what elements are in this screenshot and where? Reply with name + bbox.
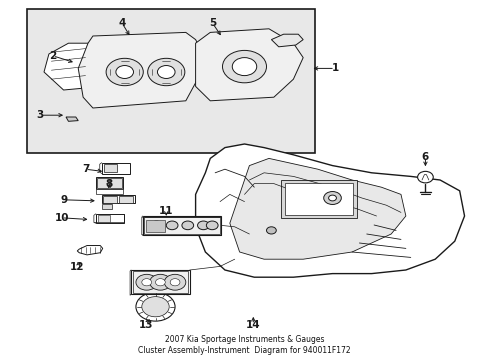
Text: 12: 12 xyxy=(70,262,84,272)
Circle shape xyxy=(136,292,175,321)
Bar xyxy=(131,270,189,294)
Circle shape xyxy=(182,221,193,230)
Circle shape xyxy=(206,221,218,230)
Polygon shape xyxy=(195,29,303,101)
Text: 4: 4 xyxy=(118,18,126,28)
Circle shape xyxy=(157,66,175,78)
Circle shape xyxy=(222,50,266,83)
Circle shape xyxy=(142,297,169,317)
Text: 7: 7 xyxy=(81,164,89,174)
Circle shape xyxy=(136,274,157,290)
Circle shape xyxy=(149,274,171,290)
Bar xyxy=(110,178,122,188)
Text: 13: 13 xyxy=(138,320,153,330)
Circle shape xyxy=(232,58,256,76)
Circle shape xyxy=(142,279,151,286)
Bar xyxy=(96,214,124,223)
Bar xyxy=(96,189,122,194)
Text: 1: 1 xyxy=(331,63,338,73)
Bar xyxy=(102,195,135,203)
Circle shape xyxy=(147,58,184,86)
Text: 2: 2 xyxy=(49,51,56,61)
Circle shape xyxy=(116,66,133,78)
Circle shape xyxy=(164,274,185,290)
Bar xyxy=(145,220,165,232)
Bar xyxy=(98,215,109,222)
Circle shape xyxy=(323,192,341,204)
Bar xyxy=(142,216,221,235)
Text: 14: 14 xyxy=(245,320,260,330)
Bar xyxy=(27,9,315,153)
Bar xyxy=(97,178,108,188)
Polygon shape xyxy=(44,43,107,90)
Circle shape xyxy=(266,227,276,234)
Bar xyxy=(96,177,122,189)
Text: 2007 Kia Sportage Instruments & Gauges
Cluster Assembly-Instrument  Diagram for : 2007 Kia Sportage Instruments & Gauges C… xyxy=(138,335,350,355)
Text: 10: 10 xyxy=(54,213,69,223)
Text: 3: 3 xyxy=(37,110,43,120)
Text: 11: 11 xyxy=(159,206,173,216)
Bar xyxy=(119,196,133,203)
Bar xyxy=(133,271,187,293)
Circle shape xyxy=(106,58,143,86)
Circle shape xyxy=(328,195,336,201)
Polygon shape xyxy=(78,32,205,108)
Polygon shape xyxy=(77,246,102,255)
Polygon shape xyxy=(195,144,464,277)
Circle shape xyxy=(417,171,432,183)
Bar xyxy=(103,164,117,172)
Text: 6: 6 xyxy=(421,152,428,162)
Polygon shape xyxy=(271,34,303,47)
Bar xyxy=(144,217,219,234)
Circle shape xyxy=(170,279,180,286)
Polygon shape xyxy=(66,117,78,121)
Polygon shape xyxy=(229,158,405,259)
Bar xyxy=(102,196,117,203)
Circle shape xyxy=(197,221,209,230)
Bar xyxy=(102,204,112,209)
Circle shape xyxy=(155,279,165,286)
Text: 5: 5 xyxy=(209,18,216,28)
Circle shape xyxy=(150,221,162,230)
Bar xyxy=(284,183,352,215)
Text: 9: 9 xyxy=(60,195,67,205)
Circle shape xyxy=(166,221,178,230)
Bar xyxy=(281,180,356,218)
Bar xyxy=(102,163,130,174)
Text: 8: 8 xyxy=(105,179,112,189)
